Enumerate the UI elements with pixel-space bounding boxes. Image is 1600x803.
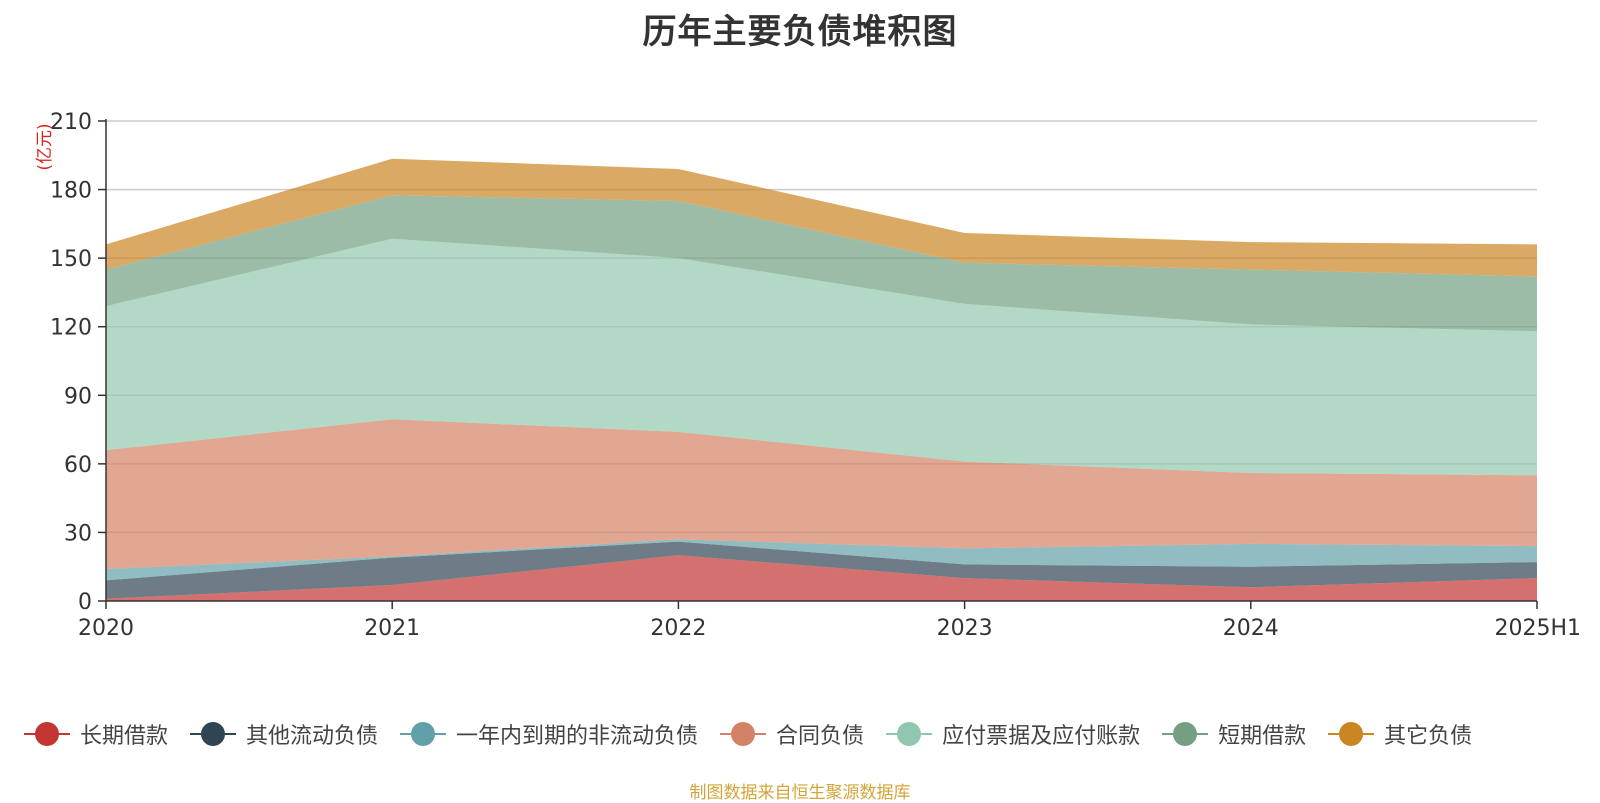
legend: 长期借款 其他流动负债 一年内到期的非流动负债 合同负债 应付票据及应付账款 短期借款 其它… [24, 716, 1594, 752]
area-series-5 [106, 238, 1537, 476]
legend-marker-icon [400, 722, 447, 746]
legend-marker-icon [1162, 722, 1209, 746]
legend-item-5[interactable]: 应付票据及应付账款 [886, 718, 1140, 750]
data-source-note: 制图数据来自恒生聚源数据库 [689, 783, 911, 803]
legend-label: 其他流动负债 [246, 724, 379, 749]
legend-label: 合同负债 [776, 724, 865, 749]
legend-item-3[interactable]: 一年内到期的非流动负债 [400, 718, 698, 750]
y-tick-label: 150 [50, 247, 92, 272]
legend-marker-icon [24, 722, 70, 746]
legend-label: 长期借款 [80, 724, 169, 749]
x-tick-label: 2021 [364, 616, 420, 641]
x-tick-label: 2024 [1223, 616, 1279, 641]
y-tick-label: 210 [50, 110, 92, 135]
legend-label: 一年内到期的非流动负债 [456, 724, 699, 749]
area-series-7 [106, 158, 1537, 277]
chart-title: 历年主要负债堆积图 [642, 12, 958, 52]
legend-label: 其它负债 [1384, 724, 1473, 749]
area-series-group [106, 158, 1537, 601]
legend-marker-icon [720, 722, 767, 746]
x-tick-label: 2025H1 [1494, 616, 1581, 641]
legend-item-1[interactable]: 长期借款 [24, 718, 168, 750]
y-tick-label: 90 [64, 384, 92, 409]
legend-item-7[interactable]: 其它负债 [1328, 718, 1472, 750]
legend-marker-icon [190, 722, 237, 746]
area-series-2 [106, 541, 1537, 599]
y-tick-label: 0 [78, 590, 92, 615]
x-tick-label: 2022 [650, 616, 706, 641]
area-series-6 [106, 195, 1537, 332]
y-tick-label: 60 [64, 453, 92, 478]
axes: 0 30 60 90 120 150 180 210 2020 2021 2022 2023 2024 2… [50, 110, 1581, 641]
y-axis-unit-label: (亿元) [35, 123, 55, 170]
y-tick-label: 180 [50, 179, 92, 204]
legend-label: 短期借款 [1218, 724, 1307, 749]
legend-marker-icon [1328, 722, 1375, 746]
legend-label: 应付票据及应付账款 [942, 724, 1141, 749]
legend-item-6[interactable]: 短期借款 [1162, 718, 1306, 750]
x-tick-label: 2020 [78, 616, 134, 641]
area-series-4 [106, 419, 1537, 569]
x-tick-label: 2023 [937, 616, 993, 641]
area-series-1 [106, 555, 1537, 601]
legend-marker-icon [886, 722, 933, 746]
legend-item-2[interactable]: 其他流动负债 [190, 718, 378, 750]
area-series-3 [106, 539, 1537, 581]
y-tick-label: 120 [50, 316, 92, 341]
y-tick-label: 30 [64, 521, 92, 546]
legend-item-4[interactable]: 合同负债 [720, 718, 864, 750]
